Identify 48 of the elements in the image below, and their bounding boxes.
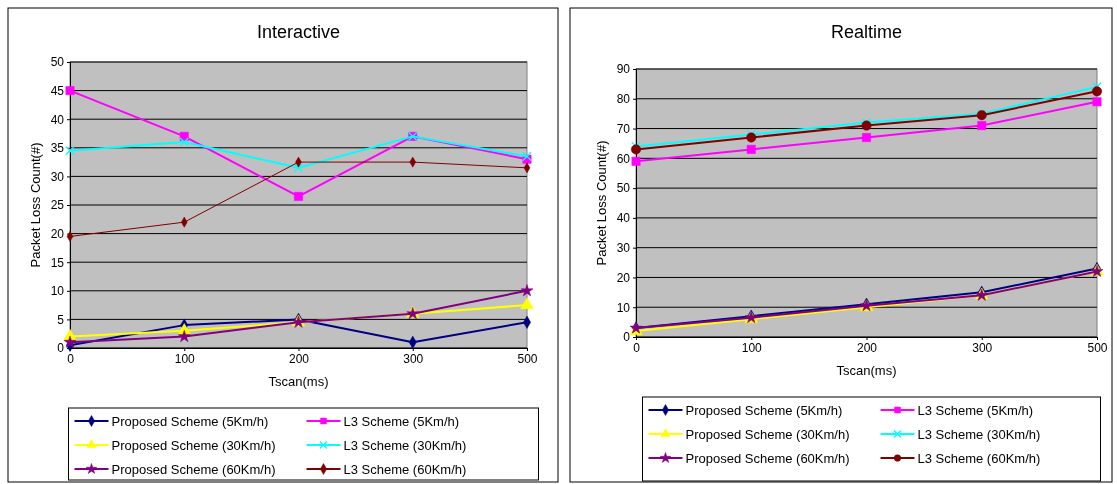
chart-title: Realtime	[830, 22, 903, 42]
y-axis-title: Packet Loss Count(#)	[594, 140, 609, 266]
legend-label: L3 Scheme (30Km/h)	[343, 438, 467, 453]
legend-label: Proposed Scheme (30Km/h)	[685, 427, 850, 442]
y-tick-label: 35	[50, 141, 65, 156]
x-tick-label: 200	[856, 340, 878, 355]
x-tick-label: 300	[972, 340, 993, 355]
y-tick-label: 50	[616, 181, 631, 196]
legend-label: L3 Scheme (60Km/h)	[917, 451, 1041, 466]
y-tick-label: 10	[616, 300, 631, 315]
y-tick-label: 90	[616, 62, 631, 77]
legend-label: Proposed Scheme (5Km/h)	[685, 403, 843, 418]
y-tick-label: 60	[616, 151, 631, 166]
y-tick-label: 80	[616, 92, 631, 107]
y-tick-label: 70	[616, 121, 631, 136]
y-tick-label: 0	[623, 330, 631, 345]
x-tick-label: 300	[403, 351, 424, 366]
y-tick-label: 25	[50, 198, 65, 213]
legend-label: Proposed Scheme (5Km/h)	[111, 414, 269, 429]
x-tick-label: 0	[67, 351, 75, 366]
y-tick-label: 45	[50, 83, 65, 98]
legend-label: Proposed Scheme (60Km/h)	[111, 462, 276, 477]
y-axis-title: Packet Loss Count(#)	[28, 142, 43, 268]
chart-title: Interactive	[256, 22, 341, 42]
y-tick-label: 20	[50, 226, 65, 241]
y-tick-label: 30	[616, 241, 631, 256]
legend-label: Proposed Scheme (30Km/h)	[111, 438, 276, 453]
y-tick-label: 20	[616, 270, 631, 285]
y-tick-label: 15	[50, 255, 65, 270]
y-tick-label: 30	[50, 169, 65, 184]
y-tick-label: 5	[57, 312, 65, 327]
y-tick-label: 40	[50, 112, 65, 127]
legend-label: L3 Scheme (30Km/h)	[917, 427, 1041, 442]
x-tick-label: 500	[517, 351, 538, 366]
y-tick-label: 10	[50, 284, 65, 299]
legend-label: L3 Scheme (5Km/h)	[343, 414, 460, 429]
x-tick-label: 200	[288, 351, 310, 366]
x-axis-title: Tscan(ms)	[268, 374, 329, 389]
x-tick-label: 500	[1087, 340, 1108, 355]
y-tick-label: 40	[616, 211, 631, 226]
legend-label: Proposed Scheme (60Km/h)	[685, 451, 850, 466]
legend-label: L3 Scheme (5Km/h)	[917, 403, 1034, 418]
legend-label: L3 Scheme (60Km/h)	[343, 462, 467, 477]
x-tick-label: 100	[174, 351, 196, 366]
x-tick-label: 100	[741, 340, 763, 355]
x-tick-label: 0	[633, 340, 641, 355]
y-tick-label: 50	[50, 55, 65, 70]
x-axis-title: Tscan(ms)	[836, 363, 897, 378]
